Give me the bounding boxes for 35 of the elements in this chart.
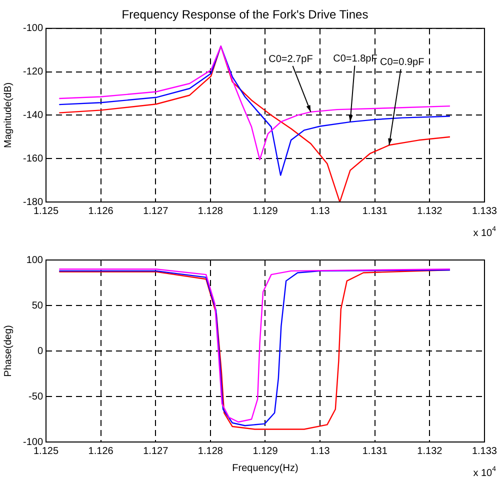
y-axis-title: Magnitude(dB) bbox=[2, 82, 14, 148]
y-tick-label: 50 bbox=[32, 300, 44, 312]
chart-title: Frequency Response of the Fork's Drive Tines bbox=[122, 8, 368, 22]
x-tick-label: 1.13 bbox=[310, 206, 330, 217]
x-tick-label: 1.131 bbox=[362, 446, 388, 457]
y-tick-label: -100 bbox=[22, 436, 44, 448]
y-tick-label: 0 bbox=[37, 346, 44, 357]
annotation: C0=1.8pF bbox=[333, 54, 378, 65]
x-tick-label: 1.127 bbox=[143, 446, 169, 457]
y-tick-label: -180 bbox=[22, 196, 44, 208]
x-tick-label: 1.132 bbox=[417, 446, 443, 457]
x-tick-label: 1.129 bbox=[252, 446, 278, 457]
y-tick-label: -100 bbox=[22, 23, 44, 34]
annotation: C0=2.7pF bbox=[268, 54, 313, 65]
y-tick-label: -160 bbox=[22, 153, 44, 164]
x-tick-label: 1.127 bbox=[143, 206, 169, 217]
x-tick-label: 1.126 bbox=[88, 206, 114, 217]
x-tick-label: 1.129 bbox=[252, 206, 278, 217]
annotation: C0=0.9pF bbox=[380, 57, 424, 68]
x-tick-label: 1.128 bbox=[198, 446, 224, 457]
x-tick-label: 1.125 bbox=[33, 446, 59, 457]
x-tick-label: 1.126 bbox=[88, 446, 114, 457]
y-tick-label: 100 bbox=[26, 254, 44, 266]
x-tick-label: 1.133 bbox=[472, 446, 498, 457]
x-tick-label: 1.133 bbox=[472, 206, 498, 217]
x-tick-label: 1.132 bbox=[417, 206, 443, 217]
x-tick-label: 1.131 bbox=[362, 206, 388, 217]
x-axis-title: Frequency(Hz) bbox=[232, 462, 298, 474]
y-tick-label: -140 bbox=[22, 110, 44, 121]
y-tick-label: -50 bbox=[28, 391, 44, 402]
x-tick-label: 1.13 bbox=[310, 446, 330, 457]
y-tick-label: -120 bbox=[22, 66, 44, 78]
x-tick-label: 1.128 bbox=[198, 206, 224, 217]
y-axis-title: Phase(deg) bbox=[2, 325, 14, 377]
x-tick-label: 1.125 bbox=[33, 206, 59, 217]
